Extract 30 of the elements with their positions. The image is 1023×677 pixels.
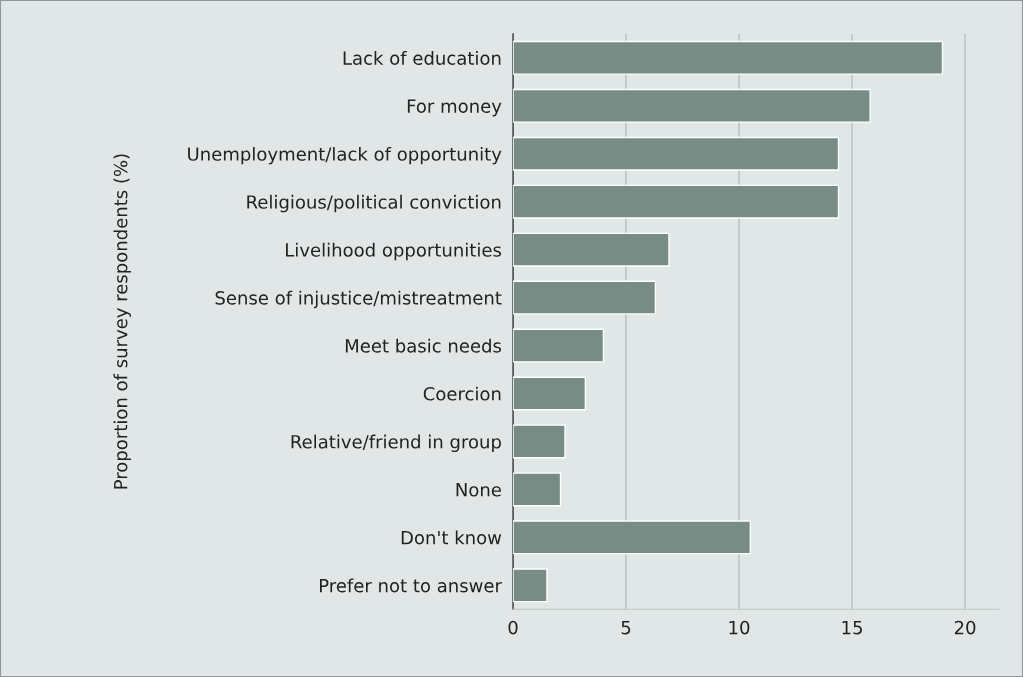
- x-tick-label: 0: [508, 620, 518, 635]
- y-tick-label: Lack of education: [343, 50, 501, 65]
- y-axis-title: Proportion of survey respondents (%): [113, 154, 131, 489]
- y-tick-label: Religious/political conviction: [247, 194, 501, 213]
- y-tick-label: Sense of injustice/mistreatment: [215, 290, 502, 309]
- y-tick-label: Livelihood opportunities: [286, 242, 502, 261]
- x-tick-label: 10: [729, 620, 750, 635]
- bar: [513, 88, 871, 123]
- y-tick-label: Relative/friend in group: [291, 434, 501, 453]
- bar: [513, 376, 587, 411]
- y-tick-label: Don't know: [401, 530, 502, 545]
- y-tick-label: Prefer not to answer: [319, 578, 502, 593]
- bar: [513, 568, 548, 603]
- bar: [513, 40, 944, 75]
- bar: [513, 520, 752, 555]
- bar: [513, 424, 566, 459]
- x-tick-label: 15: [842, 620, 862, 635]
- bar: [513, 184, 840, 219]
- bar: [513, 280, 657, 315]
- bar: [513, 328, 605, 363]
- y-tick-label: None: [456, 483, 501, 497]
- bar: [513, 232, 670, 267]
- bar: [513, 136, 840, 171]
- x-tick-label: 5: [621, 620, 631, 635]
- bar: [513, 472, 562, 507]
- y-tick-label: For money: [407, 99, 502, 117]
- y-tick-label: Unemployment/lack of opportunity: [188, 146, 502, 165]
- y-tick-label: Meet basic needs: [345, 338, 502, 353]
- x-tick-label: 20: [954, 620, 976, 635]
- y-tick-label: Coercion: [423, 386, 501, 401]
